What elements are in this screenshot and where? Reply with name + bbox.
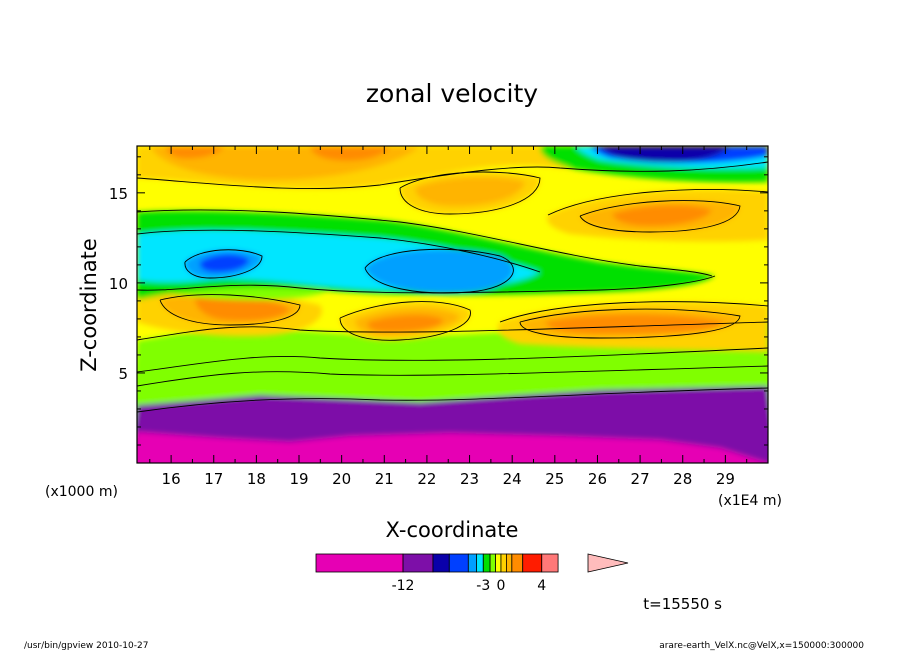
- contour-line: [364, 248, 514, 294]
- contour-line: [519, 308, 741, 339]
- x-tick-label: 17: [204, 470, 223, 488]
- y-tick-label: 5: [118, 365, 128, 383]
- contour-line: [159, 294, 301, 326]
- contour-line: [399, 171, 541, 215]
- x-tick-label: 27: [631, 470, 650, 488]
- x-tick-label: 24: [503, 470, 522, 488]
- contour-line: [137, 275, 716, 294]
- x-tick-label: 26: [588, 470, 607, 488]
- colorbar-cell: [482, 553, 491, 573]
- colorbar-overflow-arrow: [587, 553, 629, 573]
- colorbar-tick-label: -3: [476, 578, 490, 594]
- x-unit-label: (x1E4 m): [718, 493, 782, 509]
- x-tick-label: 21: [375, 470, 394, 488]
- colorbar-cell: [522, 553, 543, 573]
- colorbar-tick-label: 0: [496, 578, 505, 594]
- contour-plot: [137, 146, 768, 463]
- colorbar-cell: [500, 553, 507, 573]
- chart-title: zonal velocity: [366, 79, 538, 108]
- contour-line: [547, 189, 768, 216]
- colorbar-cell: [448, 553, 469, 573]
- colorbar-cell: [402, 553, 434, 573]
- contour-line: [499, 301, 768, 323]
- colorbar-tick-label: 4: [537, 578, 546, 594]
- contour-line: [137, 387, 768, 413]
- colorbar-cell: [511, 553, 524, 573]
- contour-line: [137, 365, 768, 387]
- x-tick-label: 19: [289, 470, 308, 488]
- colorbar-cell: [432, 553, 450, 573]
- contour-line: [339, 301, 471, 341]
- contour-line: [579, 200, 741, 233]
- contour-line: [137, 209, 713, 277]
- colorbar-cell: [476, 553, 484, 573]
- contour-line: [137, 161, 768, 190]
- footer-command: /usr/bin/gpview 2010-10-27: [24, 641, 149, 651]
- footer-source: arare-earth_VelX.nc@VelX,x=150000:300000: [659, 641, 864, 651]
- x-tick-label: 25: [545, 470, 564, 488]
- contour-lines: [137, 161, 768, 413]
- x-axis-label: X-coordinate: [386, 518, 519, 542]
- time-label: t=15550 s: [643, 595, 722, 613]
- contour-line: [137, 321, 768, 341]
- plot-frame: [136, 145, 769, 464]
- colorbar-cell: [495, 553, 502, 573]
- y-tick-label: 15: [109, 185, 128, 203]
- colorbar-cell: [315, 553, 404, 573]
- x-tick-label: 18: [247, 470, 266, 488]
- x-tick-label: 22: [417, 470, 436, 488]
- y-axis-label: Z-coordinate: [77, 238, 101, 372]
- y-unit-label: (x1000 m): [45, 484, 118, 500]
- x-tick-label: 23: [460, 470, 479, 488]
- y-tick-label: 10: [109, 275, 128, 293]
- contour-line: [184, 249, 263, 279]
- x-axis: 16 17 18 19 20 21 22 23 24 25 26 27 28 29: [149, 146, 748, 488]
- colorbar-tick-label: -12: [392, 578, 415, 594]
- y-axis: 5 10 15: [109, 156, 768, 446]
- x-tick-label: 29: [716, 470, 735, 488]
- colorbar-cell: [505, 553, 513, 573]
- x-tick-label: 20: [332, 470, 351, 488]
- colorbar-cell: [541, 553, 559, 573]
- x-tick-label: 28: [673, 470, 692, 488]
- colorbar-cell: [489, 553, 496, 573]
- contour-line: [137, 229, 541, 273]
- contour-line: [137, 347, 768, 373]
- x-tick-label: 16: [162, 470, 181, 488]
- colorbar: -12 -3 0 4: [315, 553, 629, 594]
- colorbar-cell: [467, 553, 477, 573]
